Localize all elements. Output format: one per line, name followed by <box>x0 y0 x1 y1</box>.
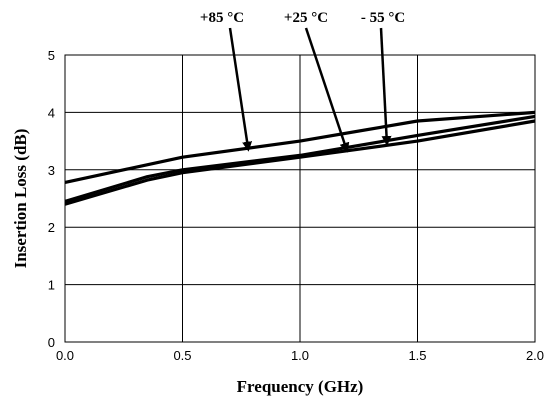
grid <box>64 54 536 343</box>
annotation-arrow <box>228 27 253 152</box>
series-line-1 <box>64 114 536 203</box>
y-axis-title: Insertion Loss (dB) <box>11 129 30 269</box>
y-tick-label: 1 <box>48 278 55 293</box>
y-tick-label: 5 <box>48 48 55 63</box>
y-tick-label: 4 <box>48 105 55 120</box>
y-tick-label: 0 <box>48 335 55 350</box>
x-tick-label: 1.5 <box>408 348 426 363</box>
plot-frame <box>64 54 536 343</box>
annotations: +85 °C +25 °C - 55 °C <box>200 10 405 153</box>
series-lines <box>64 110 536 206</box>
x-tick-label: 0.0 <box>56 348 74 363</box>
annotation-label: - 55 °C <box>361 10 405 26</box>
annotation-arrow <box>379 27 392 146</box>
y-tick-label: 3 <box>48 163 55 178</box>
x-tick-label: 1.0 <box>291 348 309 363</box>
annotation-arrow <box>304 27 350 153</box>
tick-labels: 0.0 0.5 1.0 1.5 2.0 0 1 2 3 4 5 <box>48 48 544 363</box>
x-tick-label: 0.5 <box>173 348 191 363</box>
annotation-label: +85 °C <box>200 10 244 26</box>
annotation-label: +25 °C <box>284 10 328 26</box>
series-line-0 <box>64 110 536 184</box>
x-axis-title: Frequency (GHz) <box>237 377 364 396</box>
y-tick-label: 2 <box>48 220 55 235</box>
series-line-2 <box>64 119 536 206</box>
x-tick-label: 2.0 <box>526 348 544 363</box>
